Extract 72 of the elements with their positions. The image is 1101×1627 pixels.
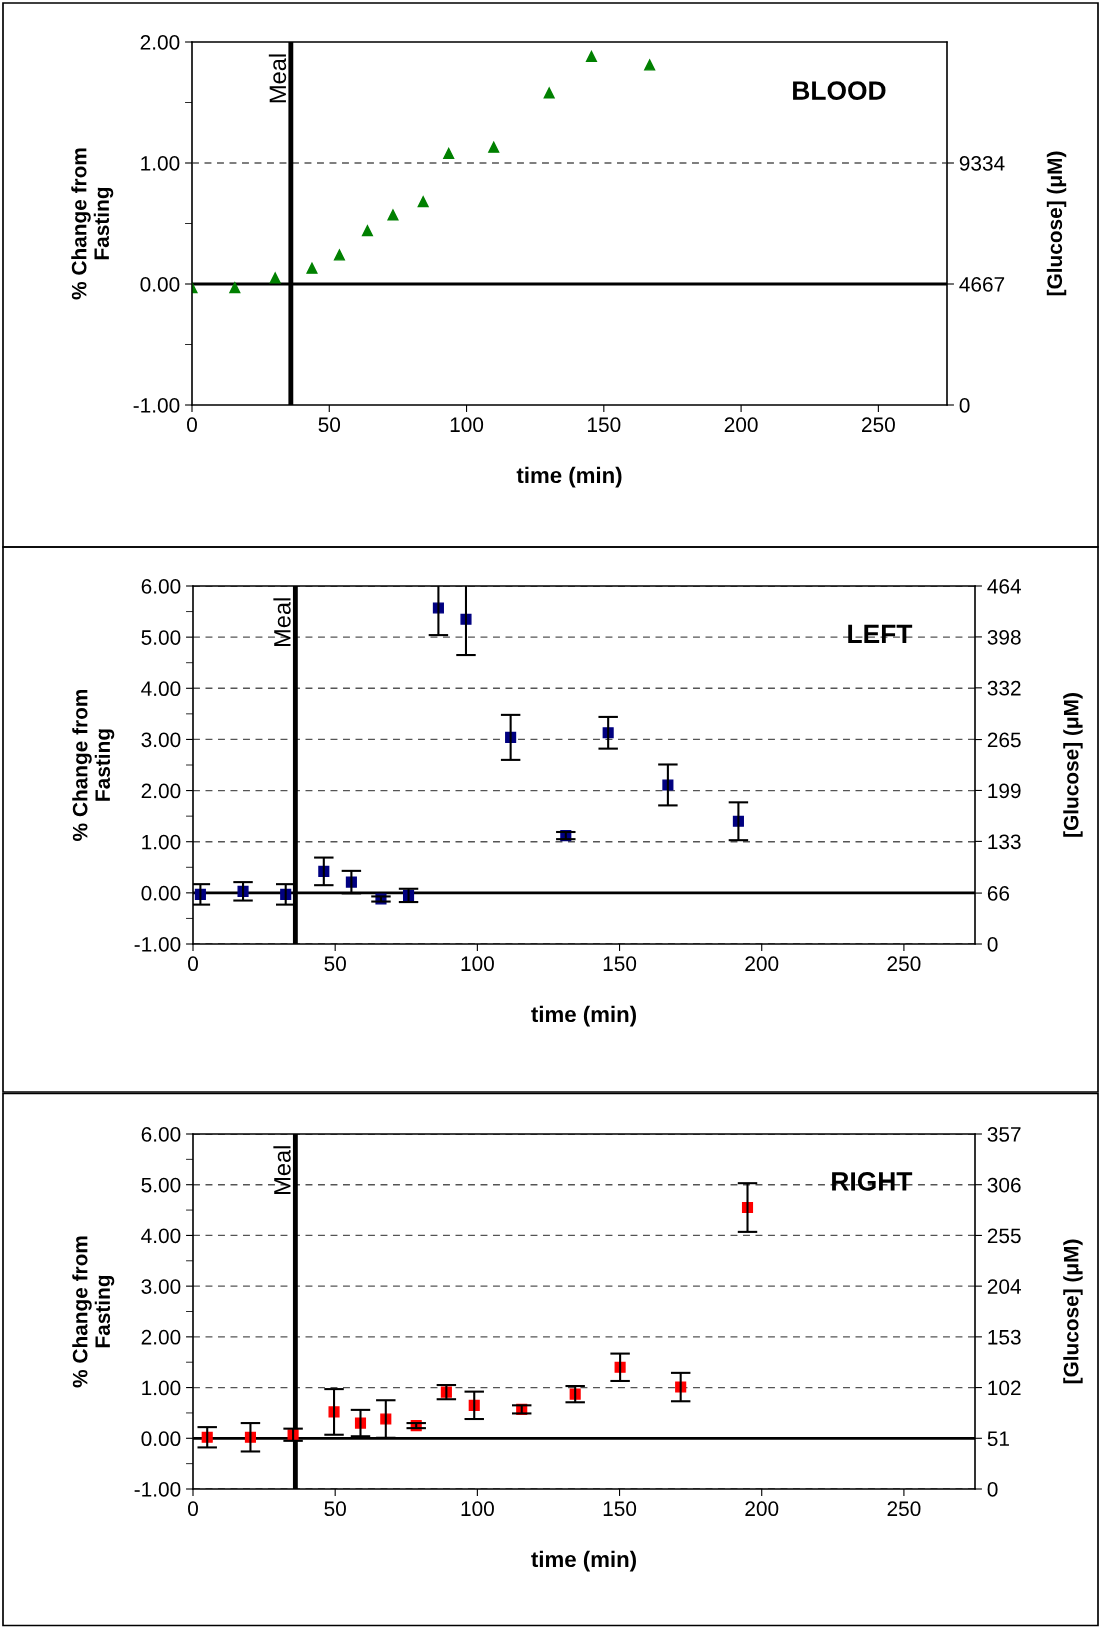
y2-tick-label: 0 xyxy=(987,1482,998,1497)
x-tick-label: 0 xyxy=(188,956,198,972)
y-tick-label: 3.00 xyxy=(141,1279,181,1294)
y2-tick-label: 398 xyxy=(987,629,1021,645)
y2-tick-label: 464 xyxy=(987,579,1021,594)
y-axis-title: % Change from Fasting xyxy=(71,148,114,300)
y-tick-label: 2.00 xyxy=(141,783,181,799)
y2-tick-label: 133 xyxy=(988,834,1021,850)
ref-line-label: Meal xyxy=(268,54,287,103)
y2-tick-label: 306 xyxy=(987,1177,1021,1193)
y-tick-label: 6.00 xyxy=(141,579,181,594)
text: BLOOD xyxy=(793,81,886,100)
y2-tick-label: 265 xyxy=(987,732,1021,748)
y-axis-title: % Change from Fasting xyxy=(72,689,115,841)
x-tick-label: 250 xyxy=(887,956,921,972)
y2-axis-title: [Glucose] (μM) xyxy=(1046,151,1067,296)
y-tick-label: 5.00 xyxy=(141,1177,181,1193)
y-tick-label: 1.00 xyxy=(142,834,181,850)
x-axis-title: time (min) xyxy=(531,1550,636,1572)
y-tick-label: -1.00 xyxy=(134,1482,181,1497)
y2-tick-label: 66 xyxy=(987,886,1010,901)
x-tick-label: 0 xyxy=(187,417,197,433)
x-tick-label: 100 xyxy=(461,1501,494,1517)
x-tick-label: 150 xyxy=(603,1501,637,1517)
y2-tick-label: 4667 xyxy=(959,277,1005,292)
y-tick-label: 6.00 xyxy=(141,1127,181,1142)
text: RIGHT xyxy=(832,1172,913,1191)
x-tick-label: 150 xyxy=(603,956,637,972)
y-tick-label: 0.00 xyxy=(141,885,181,901)
x-tick-label: 200 xyxy=(745,956,779,972)
text: LEFT xyxy=(848,624,913,643)
x-axis-title: time (min) xyxy=(531,1005,636,1027)
y-tick-label: 2.00 xyxy=(140,35,180,50)
y-axis-title: % Change from Fasting xyxy=(72,1236,115,1388)
x-tick-label: 200 xyxy=(745,1501,779,1517)
x-tick-label: 150 xyxy=(588,417,621,433)
x-tick-label: 250 xyxy=(862,417,895,433)
y-tick-label: 4.00 xyxy=(141,1228,181,1244)
y2-tick-label: 199 xyxy=(988,783,1021,799)
y2-tick-label: 0 xyxy=(987,937,998,952)
y-tick-label: 1.00 xyxy=(142,1380,181,1396)
x-tick-label: 50 xyxy=(324,1501,346,1517)
x-tick-label: 250 xyxy=(887,1501,921,1517)
y2-tick-label: 51 xyxy=(987,1431,1009,1447)
y-tick-label: -1.00 xyxy=(134,937,181,952)
ref-line-label: Meal xyxy=(273,598,291,646)
y2-axis-title: [Glucose] (μM) xyxy=(1063,1239,1083,1384)
y-tick-label: 1.00 xyxy=(141,156,180,171)
y-tick-label: -1.00 xyxy=(133,398,180,413)
x-tick-label: 50 xyxy=(324,956,346,972)
y2-tick-label: 357 xyxy=(987,1127,1021,1142)
y2-tick-label: 255 xyxy=(987,1228,1021,1244)
x-tick-label: 50 xyxy=(318,417,341,433)
y-tick-label: 0.00 xyxy=(140,277,180,292)
x-tick-label: 100 xyxy=(450,417,484,433)
y2-tick-label: 204 xyxy=(987,1279,1021,1294)
x-tick-label: 200 xyxy=(724,417,758,433)
y-tick-label: 5.00 xyxy=(141,630,181,645)
x-axis-title: time (min) xyxy=(516,466,622,488)
y-tick-label: 2.00 xyxy=(141,1329,181,1345)
y2-tick-label: 0 xyxy=(959,398,970,413)
y-tick-label: 0.00 xyxy=(141,1431,181,1447)
y2-axis-title: [Glucose] (μM) xyxy=(1063,693,1083,837)
x-tick-label: 0 xyxy=(188,1501,198,1517)
y2-tick-label: 9334 xyxy=(959,156,1005,171)
y2-tick-label: 102 xyxy=(988,1380,1021,1396)
y-tick-label: 4.00 xyxy=(141,681,181,697)
ref-line-label: Meal xyxy=(273,1146,291,1194)
y2-tick-label: 153 xyxy=(988,1329,1021,1345)
x-tick-label: 100 xyxy=(461,956,494,972)
y2-tick-label: 332 xyxy=(987,680,1021,696)
y-tick-label: 3.00 xyxy=(141,732,181,748)
